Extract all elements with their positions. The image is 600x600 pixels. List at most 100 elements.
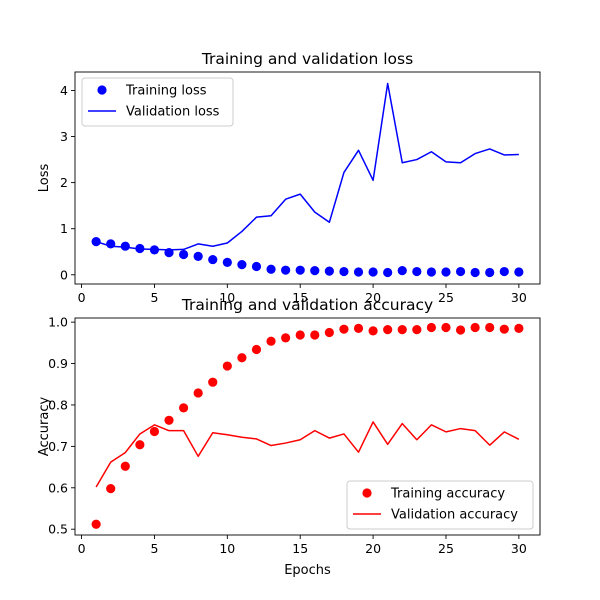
x-tick-label: 25 [438, 541, 454, 556]
data-point [353, 267, 364, 277]
data-point [91, 519, 101, 529]
data-point [324, 266, 334, 276]
x-tick-label: 30 [511, 290, 527, 305]
data-point [222, 361, 232, 371]
data-point [470, 267, 480, 278]
x-tick-label: 15 [292, 290, 308, 305]
y-axis-label: Loss [37, 164, 52, 193]
y-tick-label: 0.7 [48, 439, 68, 454]
y-tick-label: 1.0 [48, 315, 68, 330]
data-point [412, 324, 422, 335]
data-point [514, 267, 524, 277]
data-point [281, 265, 291, 275]
data-point [426, 322, 437, 333]
data-point [485, 267, 495, 278]
data-point [237, 260, 247, 270]
legend-box [346, 480, 534, 530]
x-tick-label: 0 [78, 290, 86, 305]
x-tick-label: 15 [292, 541, 308, 556]
legend-box [81, 77, 234, 127]
data-point [164, 415, 174, 425]
data-point [368, 267, 378, 277]
data-point [485, 322, 495, 333]
data-point [368, 326, 378, 336]
legend-label: Training accuracy [390, 487, 505, 502]
data-point [383, 324, 393, 335]
data-point [281, 333, 291, 343]
data-point [499, 266, 509, 277]
x-tick-label: 10 [219, 290, 235, 305]
x-tick-label: 5 [150, 290, 158, 305]
y-tick-label: 2 [60, 175, 68, 190]
chart-title: Training and validation accuracy [181, 296, 433, 314]
legend: Training accuracy Validation accuracy [346, 480, 534, 530]
y-axis-label: Accuracy [37, 397, 52, 457]
data-point [295, 265, 305, 275]
data-point [149, 426, 160, 437]
data-point [441, 267, 451, 277]
data-point [353, 323, 364, 333]
data-point [441, 322, 451, 333]
x-tick-label: 25 [438, 290, 454, 305]
data-point [514, 323, 524, 333]
data-point [208, 377, 218, 387]
data-point [120, 461, 130, 471]
y-tick-label: 4 [60, 83, 68, 98]
data-point [324, 327, 334, 338]
data-point [193, 251, 203, 261]
y-tick-label: 0.9 [48, 356, 68, 371]
data-point [397, 324, 407, 335]
data-point [310, 266, 320, 276]
legend-label: Training loss [125, 84, 207, 99]
data-point [193, 388, 203, 398]
data-point [251, 344, 262, 355]
data-point [455, 325, 466, 335]
plot-frame [74, 71, 541, 285]
data-point [208, 254, 218, 265]
x-tick-label: 0 [78, 541, 86, 556]
y-tick-label: 0 [60, 267, 68, 282]
x-tick-label: 10 [219, 541, 235, 556]
x-tick-label: 30 [511, 541, 527, 556]
data-point [251, 261, 262, 272]
y-tick-label: 1 [60, 221, 68, 236]
x-tick-label: 5 [150, 541, 158, 556]
data-point [178, 249, 189, 260]
data-point [383, 267, 393, 278]
data-point [106, 484, 116, 494]
data-point [266, 336, 276, 346]
data-point [135, 440, 145, 450]
chart-1: Training and validation accuracy Accuracy… [37, 296, 541, 578]
y-tick-label: 3 [60, 129, 68, 144]
legend: Training loss Validation loss [81, 77, 234, 127]
x-tick-label: 20 [365, 541, 381, 556]
legend-marker-swatch [97, 85, 107, 95]
data-point [295, 330, 305, 340]
y-tick-label: 0.6 [48, 480, 68, 495]
x-tick-label: 20 [365, 290, 381, 305]
data-point [412, 266, 422, 277]
data-point [339, 266, 349, 277]
data-point [310, 330, 320, 340]
data-point [397, 266, 407, 276]
series-line-1 [95, 82, 519, 251]
data-point [222, 257, 232, 267]
data-point [499, 324, 509, 334]
data-point [426, 267, 437, 277]
data-point [470, 322, 480, 333]
y-tick-label: 0.8 [48, 397, 68, 412]
x-axis-label: Epochs [284, 563, 331, 578]
data-point [237, 353, 247, 363]
legend-marker-swatch [362, 488, 372, 498]
plot-frame [74, 317, 541, 536]
data-point [266, 264, 276, 274]
data-point [178, 403, 189, 413]
chart-title: Training and validation loss [201, 50, 413, 68]
data-point [455, 266, 466, 277]
legend-label: Validation accuracy [391, 508, 518, 523]
y-tick-label: 0.5 [48, 522, 68, 537]
data-point [339, 324, 349, 334]
series-line-1 [95, 421, 520, 488]
